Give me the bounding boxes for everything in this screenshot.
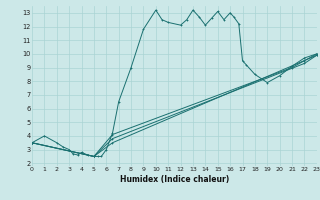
X-axis label: Humidex (Indice chaleur): Humidex (Indice chaleur)	[120, 175, 229, 184]
